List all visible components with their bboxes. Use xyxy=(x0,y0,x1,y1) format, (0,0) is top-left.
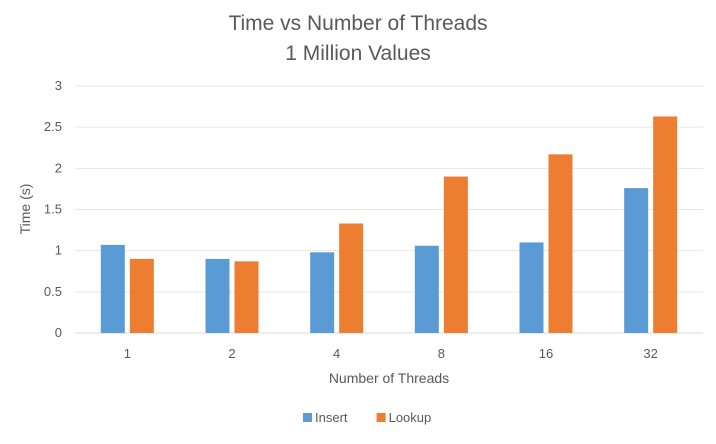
chart-subtitle: 1 Million Values xyxy=(285,42,431,65)
y-tick-label: 0 xyxy=(55,325,62,340)
bar-lookup-32 xyxy=(653,116,678,333)
legend: Insert Lookup xyxy=(303,410,431,425)
bar-insert-32 xyxy=(624,188,649,333)
legend-label-insert: Insert xyxy=(315,410,348,425)
x-axis-ticks: 1 2 4 8 16 32 xyxy=(124,346,658,361)
bar-lookup-4 xyxy=(339,223,364,333)
y-tick-label: 2 xyxy=(55,160,62,175)
bar-lookup-8 xyxy=(443,176,468,333)
bar-lookup-1 xyxy=(129,258,154,333)
x-tick-label: 4 xyxy=(333,346,340,361)
x-tick-label: 32 xyxy=(643,346,657,361)
x-tick-label: 16 xyxy=(539,346,553,361)
x-tick-label: 8 xyxy=(438,346,445,361)
y-axis-ticks: 0 0.5 1 1.5 2 2.5 3 xyxy=(44,78,62,340)
bars-group xyxy=(100,116,678,333)
x-axis-label: Number of Threads xyxy=(329,370,449,386)
y-tick-label: 1.5 xyxy=(44,202,62,217)
gridlines xyxy=(75,85,703,334)
bar-insert-2 xyxy=(205,258,230,333)
bar-lookup-16 xyxy=(548,154,573,333)
bar-insert-16 xyxy=(519,242,544,333)
x-tick-label: 2 xyxy=(228,346,235,361)
x-tick-label: 1 xyxy=(124,346,131,361)
y-tick-label: 1 xyxy=(55,243,62,258)
y-tick-label: 2.5 xyxy=(44,119,62,134)
bar-insert-8 xyxy=(414,245,439,333)
chart-title: Time vs Number of Threads xyxy=(228,12,487,35)
y-tick-label: 0.5 xyxy=(44,284,62,299)
legend-label-lookup: Lookup xyxy=(389,410,432,425)
bar-lookup-2 xyxy=(234,261,259,333)
legend-swatch-lookup xyxy=(376,413,386,422)
bar-insert-4 xyxy=(310,252,335,333)
bar-insert-1 xyxy=(100,244,125,333)
y-tick-label: 3 xyxy=(55,78,62,93)
y-axis-label: Time (s) xyxy=(17,184,33,235)
legend-swatch-insert xyxy=(303,413,312,422)
